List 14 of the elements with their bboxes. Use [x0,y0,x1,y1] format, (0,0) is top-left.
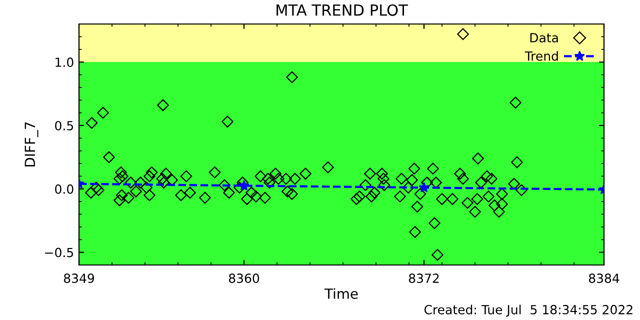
x-tick-label: 8360 [228,274,260,284]
x-tick-label: 8372 [408,274,439,284]
y-axis-title: DIFF_7 [24,122,38,166]
legend-label: Trend [524,51,558,61]
y-tick-label: −0.5 [45,248,74,258]
chart-title: MTA TREND PLOT [276,4,408,16]
x-tick-label: 8384 [588,274,620,284]
text: Created: Tue Jul 5 18:34:55 2022 [424,304,632,317]
legend-label: Data [530,33,558,42]
y-tick-label: 1.0 [56,58,74,67]
y-tick-label: 0.5 [55,120,74,130]
y-tick-label: 0.0 [55,184,74,194]
x-tick-label: 8349 [64,274,94,284]
x-axis-title: Time [324,288,358,299]
